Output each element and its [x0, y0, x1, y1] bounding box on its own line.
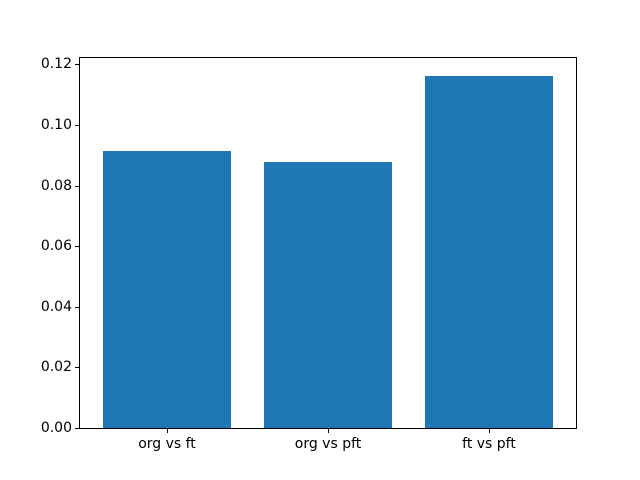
bar-ft-vs-pft — [424, 75, 554, 428]
y-tick-mark — [75, 428, 79, 429]
y-tick-label: 0.00 — [40, 420, 72, 436]
y-tick-mark — [75, 306, 79, 308]
bar-org-vs-ft — [102, 151, 232, 428]
y-tick-label: 0.04 — [40, 298, 72, 315]
y-tick-mark — [75, 367, 79, 369]
x-tick-mark — [489, 429, 490, 433]
y-tick-label: 0.08 — [40, 177, 72, 194]
x-tick-mark — [328, 429, 329, 433]
y-tick-mark — [75, 246, 79, 248]
y-tick-label: 0.02 — [40, 359, 72, 376]
y-tick-mark — [75, 64, 79, 66]
x-tick-mark — [167, 429, 168, 433]
x-tick-label: org vs ft — [138, 436, 196, 452]
y-tick-label: 0.12 — [40, 56, 72, 73]
plot-area — [79, 57, 577, 429]
y-tick-label: 0.10 — [40, 117, 72, 133]
y-tick-mark — [75, 125, 79, 126]
x-tick-label: org vs pft — [294, 436, 362, 452]
bar-org-vs-pft — [263, 162, 393, 428]
y-tick-mark — [75, 185, 79, 187]
x-tick-label: ft vs pft — [462, 436, 516, 452]
y-tick-label: 0.06 — [40, 238, 72, 255]
